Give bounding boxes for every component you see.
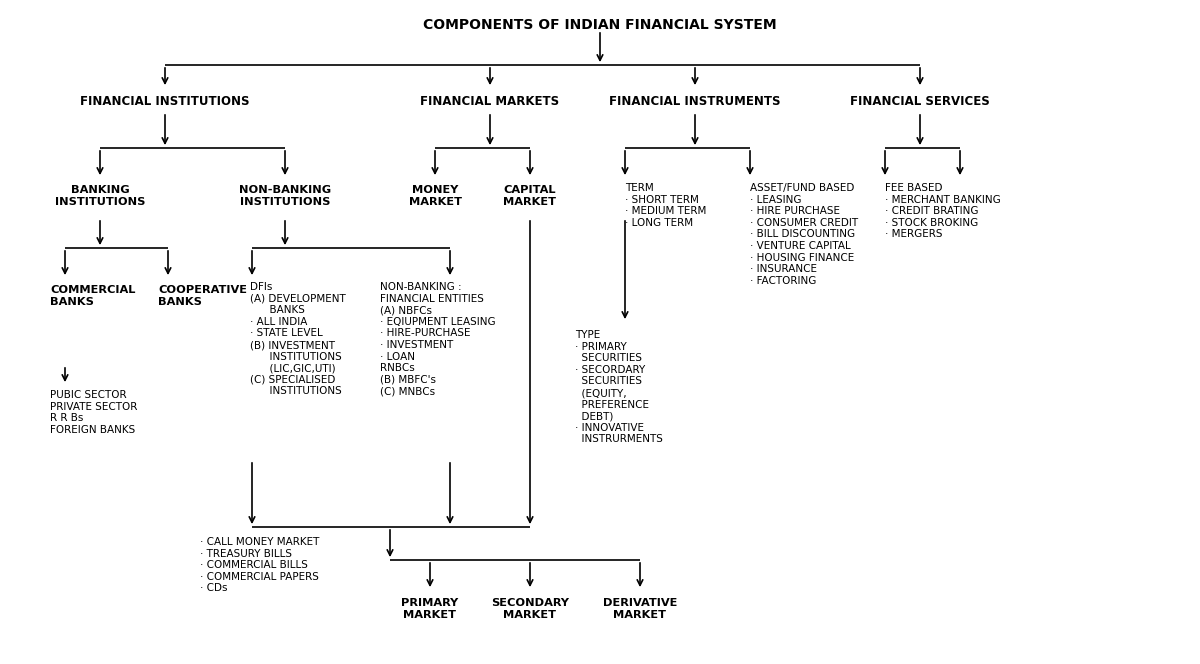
Text: FEE BASED
· MERCHANT BANKING
· CREDIT BRATING
· STOCK BROKING
· MERGERS: FEE BASED · MERCHANT BANKING · CREDIT BR… <box>886 183 1001 240</box>
Text: SECONDARY
MARKET: SECONDARY MARKET <box>491 598 569 620</box>
Text: MONEY
MARKET: MONEY MARKET <box>408 185 462 207</box>
Text: FINANCIAL MARKETS: FINANCIAL MARKETS <box>420 95 559 108</box>
Text: FINANCIAL SERVICES: FINANCIAL SERVICES <box>850 95 990 108</box>
Text: COOPERATIVE
BANKS: COOPERATIVE BANKS <box>158 285 247 307</box>
Text: · CALL MONEY MARKET
· TREASURY BILLS
· COMMERCIAL BILLS
· COMMERCIAL PAPERS
· CD: · CALL MONEY MARKET · TREASURY BILLS · C… <box>200 537 319 594</box>
Text: FINANCIAL INSTITUTIONS: FINANCIAL INSTITUTIONS <box>80 95 250 108</box>
Text: ASSET/FUND BASED
· LEASING
· HIRE PURCHASE
· CONSUMER CREDIT
· BILL DISCOUNTING
: ASSET/FUND BASED · LEASING · HIRE PURCHA… <box>750 183 858 286</box>
Text: COMPONENTS OF INDIAN FINANCIAL SYSTEM: COMPONENTS OF INDIAN FINANCIAL SYSTEM <box>424 18 776 32</box>
Text: NON-BANKING
INSTITUTIONS: NON-BANKING INSTITUTIONS <box>239 185 331 207</box>
Text: COMMERCIAL
BANKS: COMMERCIAL BANKS <box>50 285 136 307</box>
Text: BANKING
INSTITUTIONS: BANKING INSTITUTIONS <box>55 185 145 207</box>
Text: FINANCIAL INSTRUMENTS: FINANCIAL INSTRUMENTS <box>610 95 781 108</box>
Text: PUBIC SECTOR
PRIVATE SECTOR
R R Bs
FOREIGN BANKS: PUBIC SECTOR PRIVATE SECTOR R R Bs FOREI… <box>50 390 137 435</box>
Text: PRIMARY
MARKET: PRIMARY MARKET <box>401 598 458 620</box>
Text: TERM
· SHORT TERM
· MEDIUM TERM
· LONG TERM: TERM · SHORT TERM · MEDIUM TERM · LONG T… <box>625 183 707 228</box>
Text: CAPITAL
MARKET: CAPITAL MARKET <box>504 185 557 207</box>
Text: NON-BANKING :
FINANCIAL ENTITIES
(A) NBFCs
· EQIUPMENT LEASING
· HIRE-PURCHASE
·: NON-BANKING : FINANCIAL ENTITIES (A) NBF… <box>380 282 496 396</box>
Text: DFIs
(A) DEVELOPMENT
      BANKS
· ALL INDIA
· STATE LEVEL
(B) INVESTMENT
      : DFIs (A) DEVELOPMENT BANKS · ALL INDIA ·… <box>250 282 346 396</box>
Text: DERIVATIVE
MARKET: DERIVATIVE MARKET <box>602 598 677 620</box>
Text: TYPE
· PRIMARY
  SECURITIES
· SECORDARY
  SECURITIES
  (EQUITY,
  PREFERENCE
  D: TYPE · PRIMARY SECURITIES · SECORDARY SE… <box>575 330 662 444</box>
